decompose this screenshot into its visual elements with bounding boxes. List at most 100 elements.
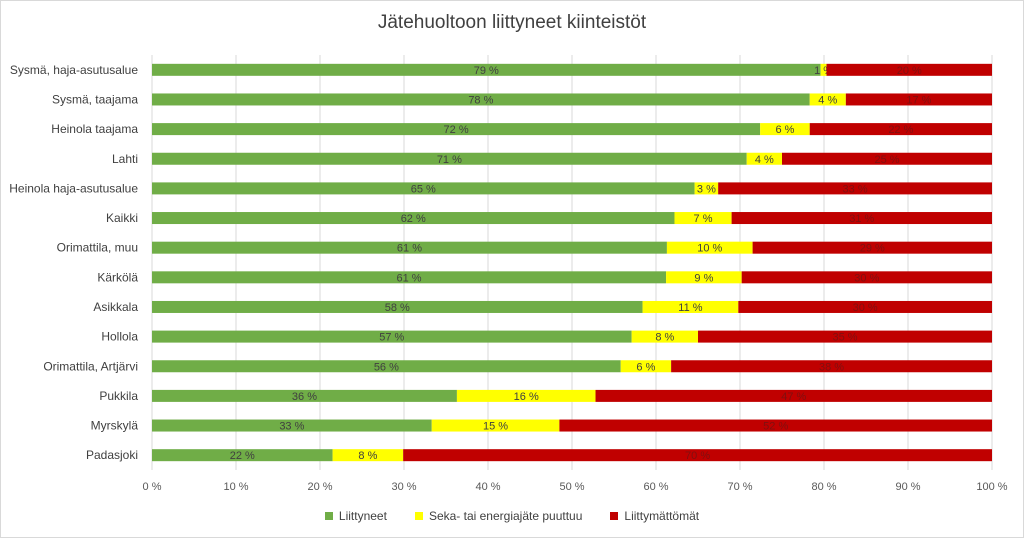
data-label: 61 % — [397, 272, 422, 284]
data-label: 15 % — [483, 421, 508, 433]
category-label: Sysmä, taajama — [52, 92, 138, 106]
x-tick-label: 50 % — [559, 481, 584, 493]
data-label: 6 % — [775, 124, 794, 136]
category-label: Myrskylä — [91, 419, 139, 433]
data-label: 61 % — [397, 243, 422, 255]
category-label: Pukkila — [99, 389, 138, 403]
data-label: 10 % — [697, 243, 722, 255]
legend-item: Seka- tai energiajäte puuttuu — [414, 509, 583, 523]
data-label: 25 % — [874, 154, 899, 166]
bar-segment — [674, 212, 732, 225]
data-label: 58 % — [385, 302, 410, 314]
legend-swatch — [610, 512, 619, 520]
x-tick-label: 90 % — [895, 481, 920, 493]
bar-segment — [403, 449, 992, 462]
bar-segment — [782, 152, 992, 165]
legend-swatch — [324, 512, 333, 520]
data-label: 8 % — [655, 332, 674, 344]
category-label: Asikkala — [93, 300, 138, 314]
category-label: Padasjoki — [86, 448, 138, 462]
bar-segment — [152, 300, 643, 313]
data-label: 8 % — [358, 450, 377, 462]
data-label: 4 % — [818, 94, 837, 106]
legend-label: Liittymättömät — [624, 509, 700, 523]
data-label: 38 % — [819, 361, 844, 373]
bar-segment — [595, 389, 992, 402]
data-label: 4 % — [755, 154, 774, 166]
bar-segment — [760, 123, 810, 136]
bar-segment — [809, 123, 992, 136]
data-label: 17 % — [906, 94, 931, 106]
data-label: 71 % — [437, 154, 462, 166]
bar-segment — [152, 182, 695, 195]
bar-segment — [152, 63, 821, 76]
category-label: Kaikki — [106, 211, 138, 225]
bar-segment — [741, 271, 992, 284]
bar-segment — [845, 93, 992, 106]
bar-segment — [152, 212, 675, 225]
x-tick-label: 40 % — [475, 481, 500, 493]
x-tick-label: 30 % — [391, 481, 416, 493]
data-label: 47 % — [781, 391, 806, 403]
data-label: 30 % — [853, 302, 878, 314]
bar-segment — [642, 300, 739, 313]
bar-segment — [738, 300, 992, 313]
data-label: 56 % — [374, 361, 399, 373]
data-label: 31 % — [849, 213, 874, 225]
x-tick-label: 70 % — [727, 481, 752, 493]
data-label: 6 % — [636, 361, 655, 373]
legend-swatch — [414, 512, 423, 520]
data-label: 20 % — [897, 65, 922, 77]
bar-segment — [731, 212, 992, 225]
x-tick-label: 0 % — [143, 481, 162, 493]
bar-segment — [718, 182, 992, 195]
data-label: 78 % — [468, 94, 493, 106]
x-tick-label: 20 % — [307, 481, 332, 493]
data-label: 70 % — [685, 450, 710, 462]
chart-legend: Liittyneet Seka- tai energiajäte puuttuu L… — [0, 509, 1024, 523]
legend-item: Liittyneet — [324, 509, 387, 523]
data-label: 52 % — [763, 421, 788, 433]
bar-segment — [152, 389, 457, 402]
bar-segment — [820, 63, 827, 76]
data-label: 22 % — [888, 124, 913, 136]
data-label: 3 % — [697, 183, 716, 195]
bar-segment — [431, 419, 560, 432]
bar-segment — [631, 330, 698, 343]
bar-segment — [666, 241, 753, 254]
data-label: 79 % — [474, 65, 499, 77]
data-label: 30 % — [854, 272, 879, 284]
bar-segment — [152, 419, 432, 432]
bar-segment — [752, 241, 992, 254]
data-label: 29 % — [860, 243, 885, 255]
bar-segment — [332, 449, 404, 462]
data-label: 9 % — [694, 272, 713, 284]
chart-title: Jätehuoltoon liittyneet kiinteistöt — [377, 12, 647, 33]
data-label: 72 % — [444, 124, 469, 136]
data-label: 7 % — [694, 213, 713, 225]
bar-segment — [666, 271, 742, 284]
category-label: Sysmä, haja-asutusalue — [10, 63, 138, 77]
legend-item: Liittymättömät — [610, 509, 699, 523]
bar-segment — [152, 360, 621, 373]
bar-segment — [152, 271, 667, 284]
bar-segment — [746, 152, 782, 165]
data-label: 22 % — [230, 450, 255, 462]
data-label: 62 % — [401, 213, 426, 225]
bar-segment — [694, 182, 719, 195]
bar-segment — [152, 330, 632, 343]
data-label: 65 % — [411, 183, 436, 195]
x-tick-label: 60 % — [643, 481, 668, 493]
data-label: 33 % — [843, 183, 868, 195]
bar-segment — [826, 63, 992, 76]
data-label: 11 % — [678, 302, 702, 314]
x-tick-label: 80 % — [811, 481, 836, 493]
bar-segment — [152, 93, 810, 106]
x-tick-label: 100 % — [976, 481, 1007, 493]
legend-label: Liittyneet — [338, 509, 387, 523]
bar-segment — [809, 93, 846, 106]
data-label: 16 % — [514, 391, 539, 403]
legend-label: Seka- tai energiajäte puuttuu — [428, 509, 583, 523]
category-label: Orimattila, muu — [57, 241, 138, 255]
